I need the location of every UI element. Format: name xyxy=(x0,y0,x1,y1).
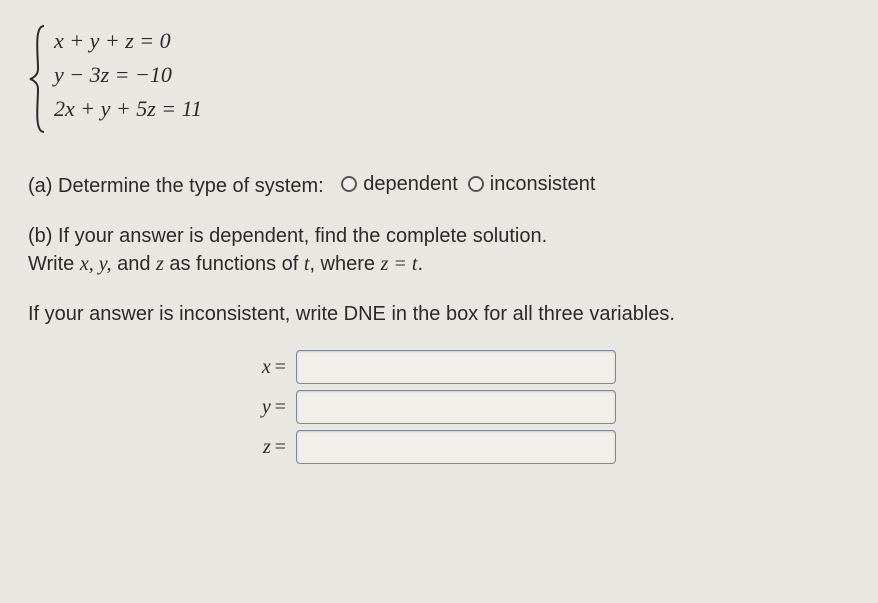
equation-3: 2x + y + 5z = 11 xyxy=(54,96,202,122)
equation-2: y − 3z = −10 xyxy=(54,62,202,88)
x-input[interactable] xyxy=(296,350,616,384)
dne-instruction: If your answer is inconsistent, write DN… xyxy=(28,300,850,328)
part-b-line2: Write x, y, and z as functions of t, whe… xyxy=(28,250,850,278)
part-b-and: and xyxy=(112,253,156,275)
eq-symbol-y: = xyxy=(275,396,286,418)
y-input[interactable] xyxy=(296,390,616,424)
left-brace xyxy=(28,24,48,134)
equation-list: x + y + z = 0 y − 3z = −10 2x + y + 5z =… xyxy=(54,24,202,134)
part-b-line1: (b) If your answer is dependent, find th… xyxy=(28,222,850,250)
system-type-options: dependent inconsistent xyxy=(335,170,595,198)
equation-system: x + y + z = 0 y − 3z = −10 2x + y + 5z =… xyxy=(28,24,850,134)
y-label: y= xyxy=(28,396,286,419)
part-b-end: . xyxy=(417,253,423,275)
part-b-vars-xy: x, y, xyxy=(80,253,112,275)
radio-dependent-label: dependent xyxy=(363,170,458,198)
part-b: (b) If your answer is dependent, find th… xyxy=(28,222,850,278)
part-b-suffix: as functions of xyxy=(164,253,304,275)
x-label: x= xyxy=(28,356,286,379)
equation-1: x + y + z = 0 xyxy=(54,28,202,54)
part-b-var-z: z xyxy=(156,253,164,275)
z-var: z xyxy=(263,436,271,458)
x-var: x xyxy=(262,356,271,378)
radio-dependent[interactable] xyxy=(341,176,357,192)
answer-grid: x= y= z= xyxy=(28,350,850,464)
part-a-label: (a) Determine the type of system: xyxy=(28,175,324,197)
z-input[interactable] xyxy=(296,430,616,464)
eq-symbol-x: = xyxy=(275,356,286,378)
eq-symbol-z: = xyxy=(275,436,286,458)
part-a: (a) Determine the type of system: depend… xyxy=(28,170,850,200)
part-b-where: , where xyxy=(309,253,380,275)
radio-inconsistent[interactable] xyxy=(468,176,484,192)
part-b-eq-zt: z = t xyxy=(381,253,418,275)
part-b-prefix: Write xyxy=(28,253,80,275)
z-label: z= xyxy=(28,436,286,459)
radio-inconsistent-label: inconsistent xyxy=(490,170,596,198)
y-var: y xyxy=(262,396,271,418)
